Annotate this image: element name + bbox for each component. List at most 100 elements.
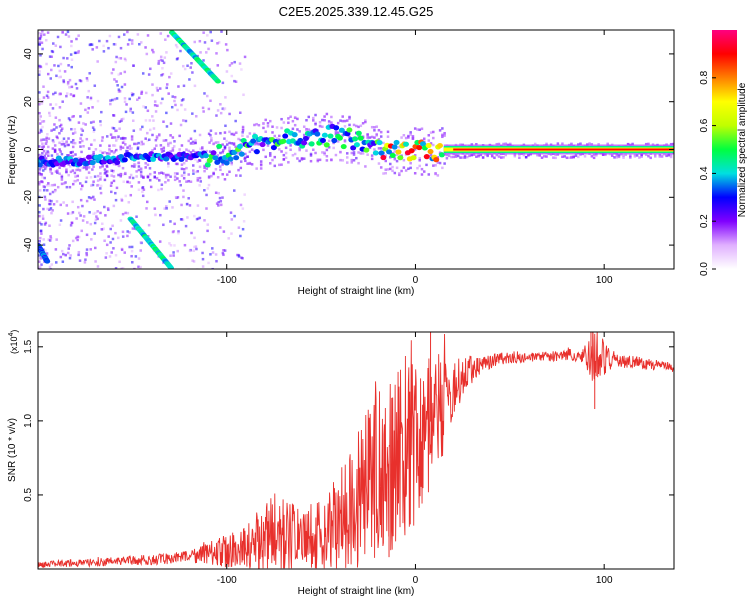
haze-cell [554,153,557,156]
snr-multiplier-label: (x104) [8,330,19,354]
haze-cell [323,152,326,156]
noise-cell [103,239,106,243]
noise-cell [241,207,245,210]
haze-cell [137,181,141,184]
haze-cell [81,139,84,143]
noise-cell [81,129,85,132]
noise-cell [111,224,114,228]
haze-cell [441,166,444,170]
haze-cell [427,173,431,176]
noise-cell [52,92,55,96]
haze-cell [221,151,224,154]
noise-cell [188,249,192,253]
noise-cell [80,127,83,131]
haze-cell [647,142,650,146]
haze-cell [429,131,433,134]
haze-cell [436,174,440,177]
haze-cell [629,156,632,159]
noise-cell [66,154,69,157]
noise-cell [211,267,214,269]
noise-cell [140,143,143,146]
noise-cell [215,202,219,205]
noise-cell [45,62,48,66]
noise-cell [102,44,105,48]
noise-cell [139,241,143,244]
haze-cell [76,178,79,182]
noise-cell [120,197,123,201]
main-trace-cell [350,145,357,151]
noise-cell [77,235,81,239]
haze-cell [128,181,132,184]
noise-cell [112,43,116,46]
haze-cell [413,127,417,130]
haze-cell [56,169,59,172]
noise-cell [99,166,102,169]
noise-cell [50,211,53,215]
haze-cell [350,161,354,164]
y-tick-label: 0 [23,146,34,152]
haze-cell [280,117,283,121]
haze-cell [302,157,306,160]
noise-cell [168,242,171,245]
haze-cell [463,154,467,158]
haze-cell [124,137,127,140]
haze-cell [40,138,43,142]
noise-cell [81,204,84,208]
haze-cell [257,123,261,127]
noise-cell [48,239,52,242]
haze-cell [592,153,596,156]
haze-cell [316,158,320,161]
haze-cell [382,172,385,175]
noise-cell [116,137,120,140]
haze-cell [278,148,281,151]
noise-cell [40,223,43,226]
noise-cell [160,150,164,153]
noise-cell [59,45,62,49]
haze-cell [83,157,86,160]
noise-cell [128,38,131,42]
haze-cell [302,133,306,137]
haze-cell [649,156,652,160]
noise-cell [175,45,179,49]
noise-cell [39,65,42,68]
noise-cell [91,48,94,51]
noise-cell [50,68,53,72]
haze-cell [422,170,426,173]
haze-cell [221,163,224,166]
noise-cell [51,107,55,110]
noise-cell [99,120,102,123]
noise-cell [62,79,65,82]
noise-cell [46,90,50,94]
haze-cell [284,146,288,150]
haze-cell [169,141,172,145]
haze-cell [108,144,111,148]
haze-cell [633,155,637,158]
haze-cell [162,139,166,142]
haze-cell [350,151,354,155]
noise-cell [190,231,193,235]
noise-cell [68,118,72,122]
haze-cell [266,144,270,147]
haze-cell [223,178,227,181]
noise-cell [165,111,168,115]
noise-cell [137,265,140,269]
noise-cell [101,222,104,226]
diagonal-trace-cell [167,265,174,269]
haze-cell [121,136,125,140]
noise-cell [120,118,124,121]
noise-cell [114,231,117,235]
noise-cell [42,149,46,153]
snr-x-ticks: -100 0 100 [217,332,613,586]
haze-cell [341,119,344,123]
haze-cell [445,153,449,157]
noise-cell [41,152,44,155]
main-trace-cell [416,144,423,151]
noise-cell [122,33,126,36]
haze-cell [366,133,369,137]
noise-cell [142,188,146,191]
haze-cell [293,152,297,156]
haze-cell [101,151,104,155]
haze-cell [307,135,310,139]
haze-cell [87,166,91,169]
haze-cell [590,155,594,158]
